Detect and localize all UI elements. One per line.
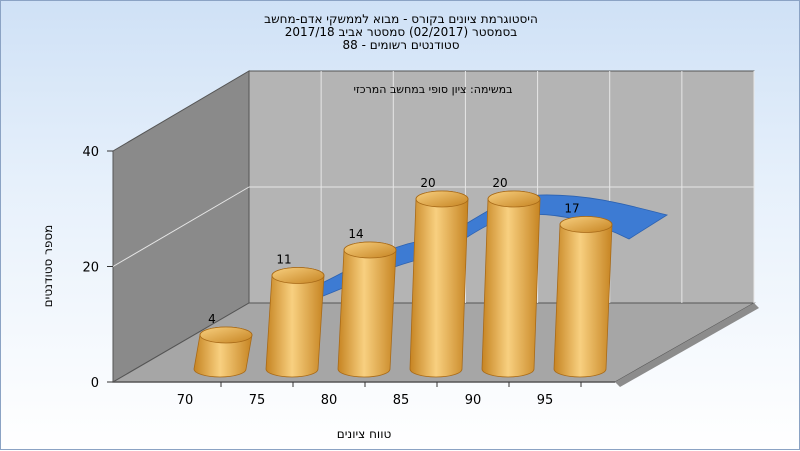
bar-value-label: 17 [564, 202, 579, 216]
x-tick-label: 90 [465, 393, 482, 408]
chart-title-line-1: היסטוגרמת ציונים בקורס - מבוא לממשקי אדם… [264, 12, 538, 26]
x-tick-label: 75 [249, 393, 266, 408]
bar [265, 267, 325, 378]
bar [337, 241, 397, 378]
bar-value-label: 20 [420, 176, 435, 190]
bar-body [409, 190, 469, 378]
bar-value-label: 4 [208, 312, 216, 326]
floor-edge [615, 303, 759, 387]
bar-body [553, 216, 613, 378]
bar [409, 190, 469, 378]
bar [553, 216, 613, 378]
chart-title-line-2: בסמסטר (02/2017) סמסטר אביב 2017/18 [284, 25, 518, 39]
bar-body [337, 241, 397, 378]
bar-top [415, 190, 469, 208]
y-axis-label: מספר סטודנטים [41, 224, 55, 308]
x-tick-label: 95 [537, 393, 554, 408]
chart-annotation: במשימה: ציון סופי במחשב המרכזי [353, 83, 513, 96]
x-tick-label: 70 [177, 393, 194, 408]
chart-title-line-3: סטודנטים רשומים - 88 [342, 38, 460, 52]
bar-value-label: 11 [276, 253, 291, 267]
bar-top [559, 216, 613, 233]
bar-top [271, 267, 325, 284]
bar [193, 326, 253, 378]
bar-top [487, 190, 541, 208]
bar-body [481, 190, 541, 378]
y-tick-label: 0 [91, 376, 99, 391]
bar-value-label: 14 [348, 227, 363, 241]
bar-top [199, 326, 253, 344]
bar-value-label: 20 [492, 176, 507, 190]
bar-body [265, 267, 325, 378]
y-tick-label: 20 [82, 261, 99, 276]
y-tick-label: 40 [82, 145, 99, 160]
x-tick-label: 85 [393, 393, 410, 408]
gridline-side [112, 186, 250, 267]
bar [481, 190, 541, 378]
x-tick-label: 80 [321, 393, 338, 408]
x-axis-label: טווח ציונים [336, 427, 392, 441]
bar-top [343, 241, 397, 259]
